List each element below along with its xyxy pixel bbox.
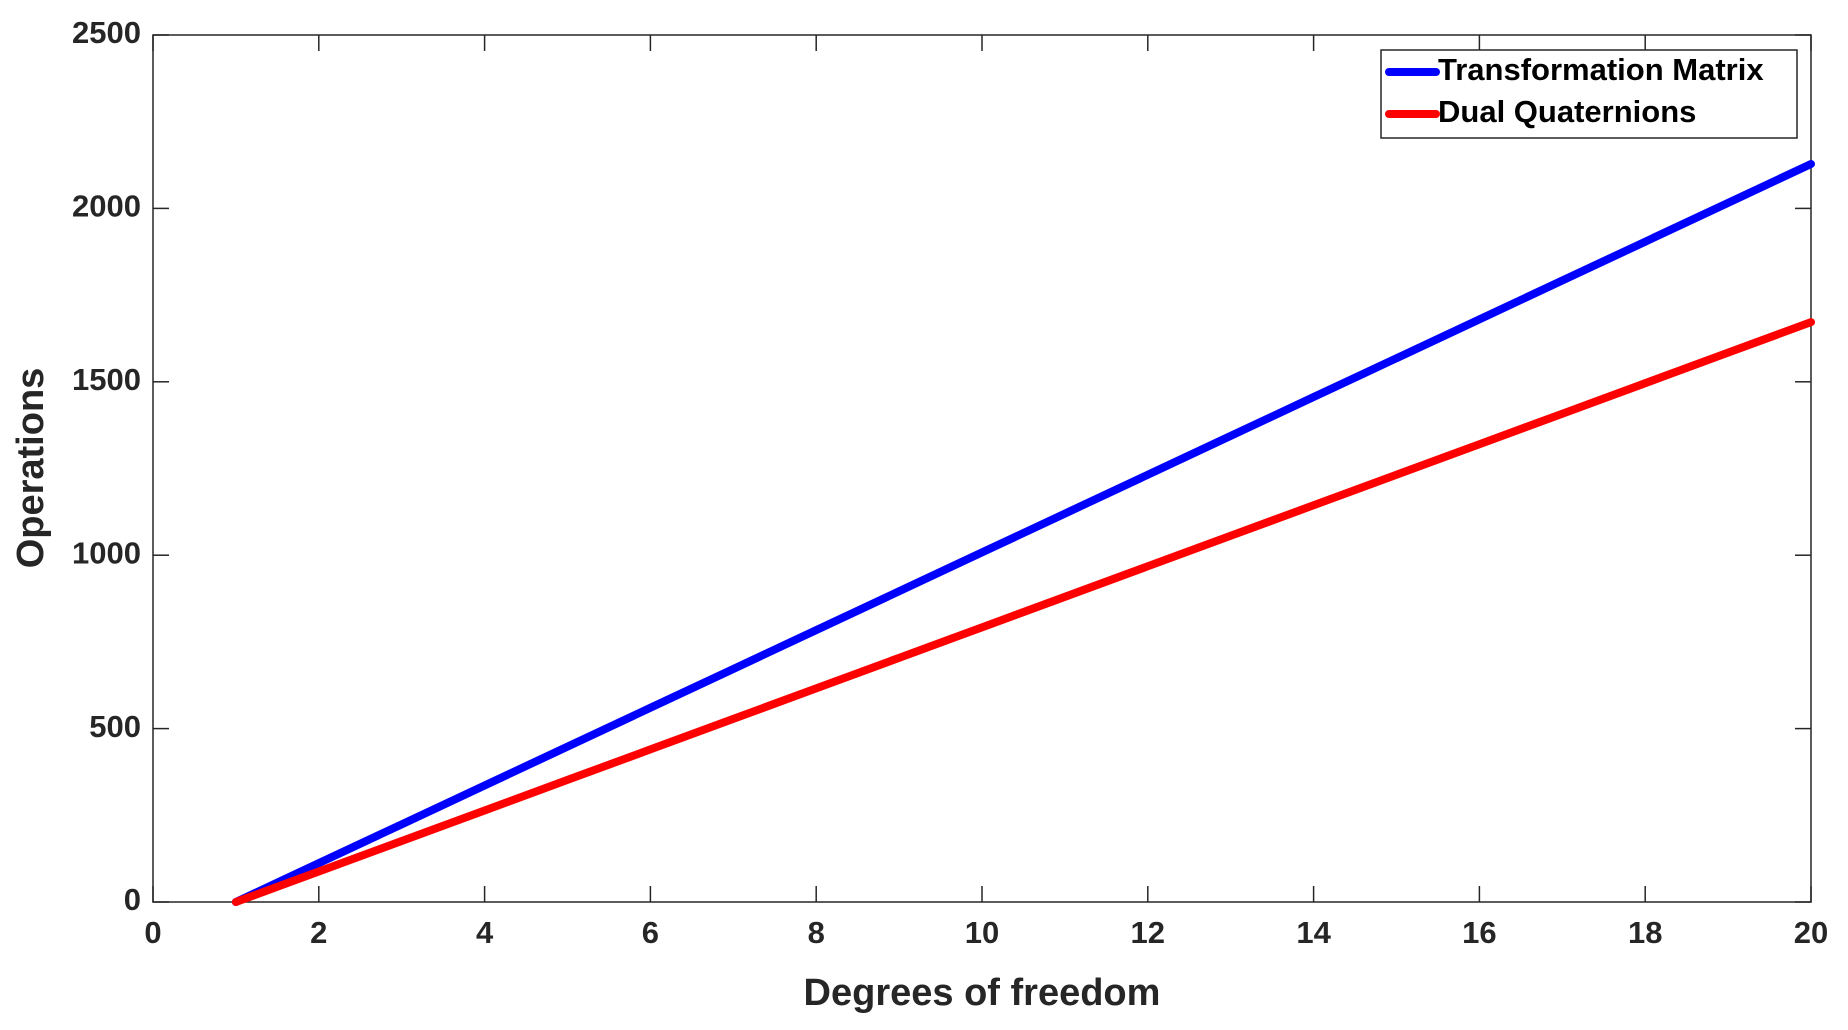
y-tick-label: 1500	[72, 362, 141, 397]
x-tick-label: 8	[808, 915, 825, 950]
x-tick-label: 10	[965, 915, 999, 950]
x-tick-label: 6	[642, 915, 659, 950]
y-axis-label: Operations	[10, 368, 52, 569]
y-tick-label: 2000	[72, 189, 141, 224]
legend-box	[1380, 49, 1798, 139]
y-tick-label: 2500	[72, 15, 141, 50]
y-tick-label: 1000	[72, 535, 141, 570]
series-line	[231, 318, 1815, 906]
legend-label: Transformation Matrix	[1438, 52, 1764, 87]
legend-label: Dual Quaternions	[1438, 94, 1696, 129]
x-tick-label: 20	[1794, 915, 1828, 950]
x-tick-label: 4	[476, 915, 494, 950]
x-tick-label: 18	[1628, 915, 1662, 950]
x-axis-label: Degrees of freedom	[804, 972, 1161, 1014]
series-line	[231, 160, 1815, 906]
x-tick-label: 2	[310, 915, 327, 950]
plot-area	[152, 34, 1812, 903]
x-tick-label: 0	[144, 915, 161, 950]
x-tick-label: 12	[1131, 915, 1165, 950]
x-tick-label: 16	[1462, 915, 1496, 950]
y-tick-label: 500	[89, 709, 141, 744]
y-tick-label: 0	[124, 882, 141, 917]
x-tick-label: 14	[1296, 915, 1331, 950]
